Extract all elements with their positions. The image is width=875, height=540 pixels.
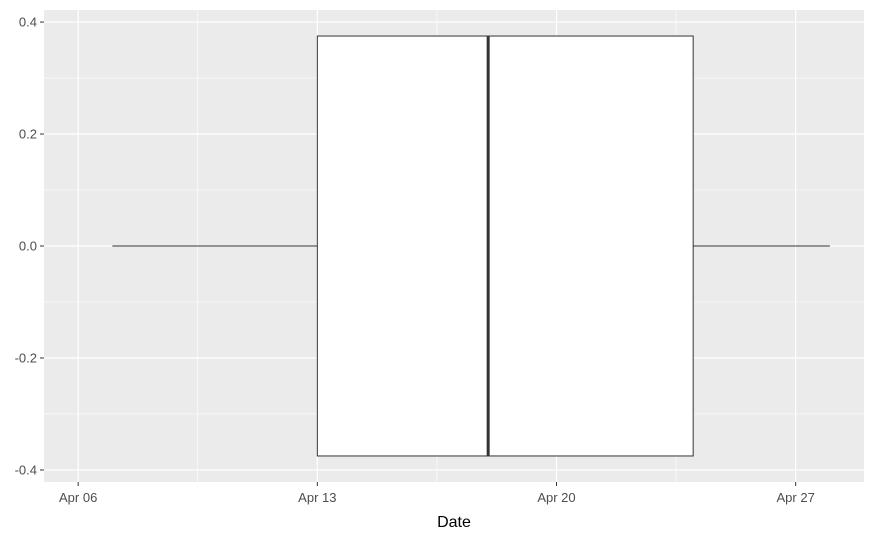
box-marks bbox=[112, 35, 830, 457]
interquartile-box bbox=[316, 35, 694, 457]
x-axis: Apr 06 Apr 13 Apr 20 Apr 27 bbox=[59, 482, 815, 505]
y-tick-label: 0.0 bbox=[19, 239, 37, 254]
y-tick-label: 0.2 bbox=[19, 127, 37, 142]
y-tick-label: -0.2 bbox=[15, 350, 37, 365]
y-axis: 0.4 0.2 0.0 -0.2 -0.4 bbox=[15, 15, 44, 477]
y-tick-label: -0.4 bbox=[15, 462, 37, 477]
x-tick-label: Apr 27 bbox=[777, 490, 815, 505]
y-tick-label: 0.4 bbox=[19, 15, 37, 30]
x-tick-label: Apr 20 bbox=[537, 490, 575, 505]
x-axis-title: Date bbox=[437, 514, 471, 531]
x-tick-label: Apr 06 bbox=[59, 490, 97, 505]
x-tick-label: Apr 13 bbox=[298, 490, 336, 505]
